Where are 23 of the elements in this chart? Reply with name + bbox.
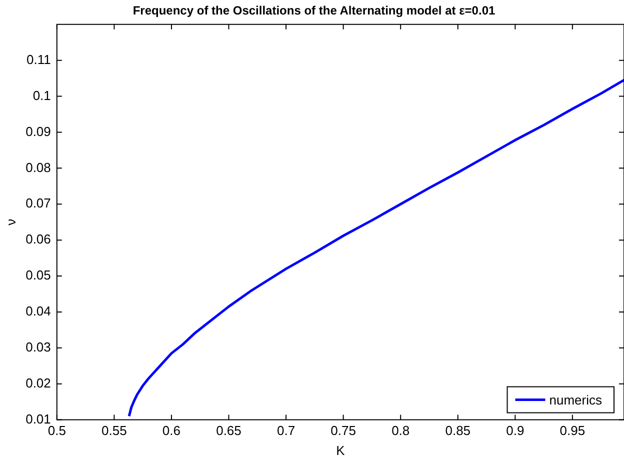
- x-tick-label: 0.95: [560, 423, 586, 438]
- y-tick-label: 0.02: [26, 375, 51, 390]
- x-tick-label: 0.8: [392, 423, 410, 438]
- y-tick-label: 0.07: [26, 196, 51, 211]
- x-tick-label: 0.7: [276, 423, 296, 438]
- y-tick-label: 0.11: [26, 52, 51, 67]
- y-tick-label: 0.06: [26, 232, 51, 247]
- y-tick-label: 0.08: [26, 160, 51, 175]
- y-tick-label: 0.03: [26, 339, 51, 354]
- x-tick-label: 0.9: [506, 423, 524, 438]
- chart-title: Frequency of the Oscillations of the Alternating model at ε=0.01: [132, 4, 496, 18]
- x-tick-label: 0.75: [330, 423, 356, 438]
- y-tick-label: 0.04: [26, 304, 51, 319]
- x-tick-label: 0.85: [445, 423, 471, 438]
- x-tick-label: 0.6: [162, 423, 181, 438]
- y-tick-label: 0.1: [32, 88, 51, 103]
- x-tick-label: 0.65: [216, 423, 242, 438]
- y-tick-label: 0.09: [26, 124, 51, 139]
- x-tick-label: 0.55: [102, 423, 127, 438]
- legend-label: numerics: [549, 392, 602, 408]
- y-axis-title: ν: [3, 218, 18, 226]
- y-tick-label: 0.05: [26, 268, 51, 283]
- x-axis-title: K: [336, 442, 346, 458]
